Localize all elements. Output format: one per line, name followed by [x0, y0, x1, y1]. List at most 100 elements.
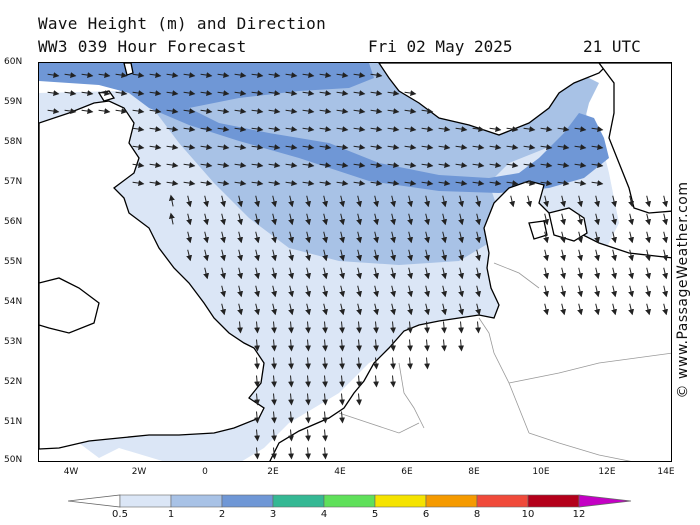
wave-arrow: [254, 231, 261, 244]
wave-arrow: [424, 267, 431, 280]
wave-arrow: [132, 90, 145, 97]
wave-arrow: [200, 180, 213, 187]
wave-arrow: [322, 249, 329, 262]
wave-arrow: [186, 231, 193, 244]
wave-arrow: [288, 195, 295, 208]
wave-arrow: [577, 213, 584, 226]
wave-arrow: [506, 162, 519, 169]
wave-arrow: [322, 393, 329, 406]
scale-bin-8: [527, 494, 580, 508]
wave-arrow: [268, 180, 281, 187]
wave-arrow: [271, 321, 278, 334]
wave-arrow: [322, 267, 329, 280]
lat-label-52n: 52N: [4, 377, 23, 387]
scale-bin-5: [374, 494, 427, 508]
wave-arrow: [370, 126, 383, 133]
wave-arrow: [356, 213, 363, 226]
wave-arrow: [271, 195, 278, 208]
wave-arrow: [540, 126, 553, 133]
wave-arrow: [591, 162, 604, 169]
wave-arrow: [577, 303, 584, 316]
wave-arrow: [98, 108, 111, 115]
wave-arrow: [271, 267, 278, 280]
wave-arrow: [390, 267, 397, 280]
scale-bin-6: [425, 494, 478, 508]
wave-arrow: [594, 213, 601, 226]
wave-arrow: [271, 429, 278, 442]
wave-arrow: [438, 162, 451, 169]
wave-arrow: [220, 267, 227, 280]
wave-arrow: [611, 213, 618, 226]
wave-arrow: [285, 72, 298, 79]
country-borders: [338, 262, 671, 461]
wave-arrow: [339, 267, 346, 280]
wave-arrow: [217, 126, 230, 133]
wave-arrow: [251, 180, 264, 187]
lat-label-51n: 51N: [4, 417, 23, 427]
wave-arrow: [506, 126, 519, 133]
wave-arrow: [390, 303, 397, 316]
wave-arrow: [237, 231, 244, 244]
wave-arrow: [237, 285, 244, 298]
land-wales-coast: [39, 277, 100, 334]
wave-direction-arrows: [47, 72, 669, 460]
wave-arrow: [305, 285, 312, 298]
wave-arrow: [373, 249, 380, 262]
wave-arrow: [288, 321, 295, 334]
wave-map: [38, 62, 672, 462]
wave-arrow: [662, 231, 669, 244]
wave-arrow: [288, 285, 295, 298]
wave-arrow: [132, 126, 145, 133]
wave-arrow: [271, 357, 278, 370]
wave-arrow: [200, 162, 213, 169]
wave-arrow: [560, 249, 567, 262]
land-shetland: [123, 63, 134, 76]
wave-arrow: [407, 285, 414, 298]
wave-arrow: [421, 108, 434, 115]
lat-label-58n: 58N: [4, 137, 23, 147]
wave-arrow: [458, 285, 465, 298]
wave-arrow: [628, 303, 635, 316]
wave-arrow: [288, 231, 295, 244]
wave-arrow: [577, 267, 584, 280]
land-great-britain: [39, 100, 265, 450]
wave-arrow: [662, 303, 669, 316]
scale-bin-3: [272, 494, 325, 508]
wave-arrow: [305, 339, 312, 352]
wave-arrow: [441, 249, 448, 262]
wave-arrow: [166, 180, 179, 187]
wave-arrow: [217, 108, 230, 115]
wave-arrow: [390, 195, 397, 208]
wave-arrow: [237, 213, 244, 226]
wave-arrow: [254, 303, 261, 316]
wave-arrow: [560, 303, 567, 316]
wave-arrow: [611, 303, 618, 316]
wave-arrow: [645, 195, 652, 208]
wave-arrow: [305, 429, 312, 442]
wave-arrow: [305, 447, 312, 460]
wave-arrow: [305, 249, 312, 262]
wave-arrow: [336, 72, 349, 79]
wave-arrow: [373, 285, 380, 298]
wave-arrow: [149, 108, 162, 115]
map-canvas: [39, 63, 671, 461]
wave-arrow: [472, 162, 485, 169]
wave-arrow: [441, 195, 448, 208]
wave-arrow: [64, 72, 77, 79]
wave-arrow: [424, 321, 431, 334]
wave-arrow: [407, 195, 414, 208]
wave-arrow: [322, 375, 329, 388]
scale-label-12: 12: [572, 509, 586, 520]
wave-arrow: [370, 162, 383, 169]
wave-arrow: [302, 180, 315, 187]
wave-arrow: [288, 375, 295, 388]
wave-arrow: [560, 195, 567, 208]
wave-arrow: [489, 180, 502, 187]
lat-label-60n: 60N: [4, 57, 23, 67]
wave-arrow: [404, 144, 417, 151]
lat-label-55n: 55N: [4, 257, 23, 267]
wave-arrow: [611, 249, 618, 262]
wave-arrow: [594, 303, 601, 316]
wave-arrow: [322, 411, 329, 424]
wave-arrow: [390, 339, 397, 352]
